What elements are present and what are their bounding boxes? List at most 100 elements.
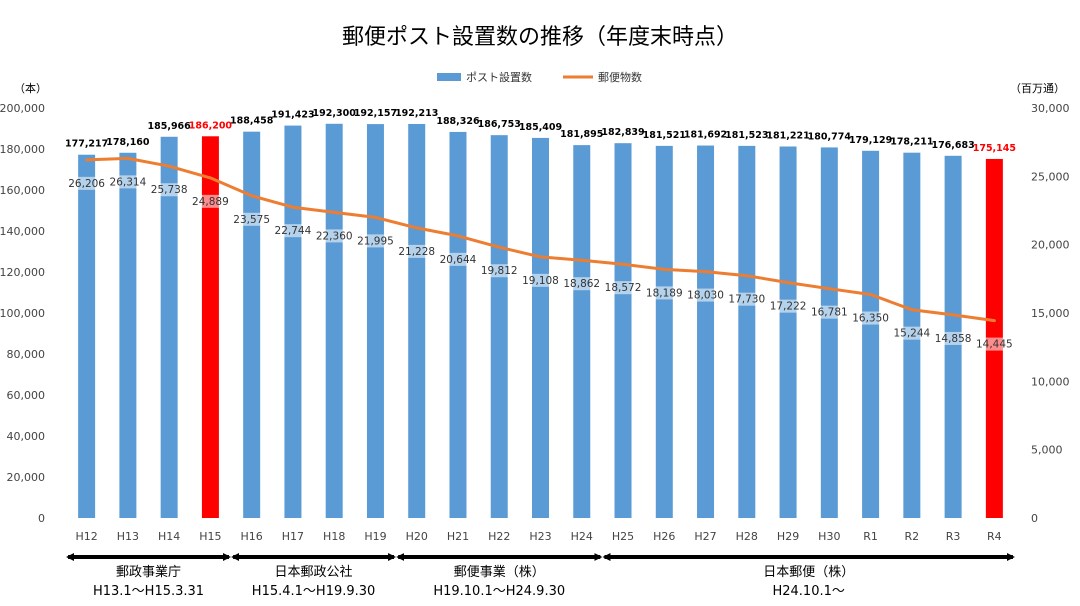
line-point <box>745 274 749 278</box>
bar <box>243 131 261 518</box>
bar-value-label: 188,326 <box>436 116 480 127</box>
x-axis-tick-label: R1 <box>863 530 878 543</box>
line-label-background <box>519 273 562 287</box>
bar <box>366 124 384 518</box>
x-axis-tick-label: H22 <box>488 530 510 543</box>
line-label-background <box>271 224 314 238</box>
bar-value-label: 178,211 <box>890 137 933 148</box>
left-axis-tick-label: 100,000 <box>0 307 45 320</box>
line-point <box>250 194 254 198</box>
bar-value-label: 181,895 <box>560 129 603 140</box>
legend-bar-swatch <box>437 73 461 81</box>
bar <box>325 123 343 518</box>
line-label-background <box>313 229 356 243</box>
line-value-label: 22,744 <box>275 225 312 237</box>
era-annotations: 郵政事業庁 H13.1～H15.3.31 日本郵政公社 H15.4.1～H19.9.3… <box>66 553 1015 599</box>
line-label-background <box>890 326 933 340</box>
line-label-background <box>148 183 191 197</box>
bar-value-label: 191,423 <box>271 110 314 121</box>
line-value-label: 21,995 <box>357 235 394 247</box>
era-name: 郵便事業（株） <box>454 564 545 580</box>
line-label-background <box>478 264 521 278</box>
line-point <box>126 156 130 160</box>
left-axis-tick-label: 80,000 <box>7 348 46 361</box>
line-point <box>456 234 460 238</box>
x-axis-tick-label: R4 <box>987 530 1002 543</box>
line-label-background <box>560 277 603 291</box>
right-axis-ticks: 0 5,000 10,000 15,000 20,000 25,000 30,000 <box>1031 102 1070 525</box>
line-label-background <box>436 252 479 266</box>
left-axis-ticks: 0 20,000 40,000 60,000 80,000 100,000 120,000 1… <box>0 102 45 525</box>
bar <box>573 145 591 519</box>
line-label-background <box>395 244 438 258</box>
x-axis-tick-label: H29 <box>777 530 799 543</box>
bar <box>201 136 219 519</box>
bar-value-label: 192,300 <box>313 108 357 119</box>
legend: ポスト設置数 郵便物数 <box>437 70 642 84</box>
bar-value-label: 181,523 <box>725 130 768 141</box>
left-axis-tick-label: 160,000 <box>0 184 45 197</box>
line-value-label: 16,350 <box>852 313 889 325</box>
line-point <box>373 215 377 219</box>
line-point <box>992 319 996 323</box>
line-label-background <box>189 194 232 208</box>
line-point <box>208 176 212 180</box>
line-value-label: 26,206 <box>68 178 105 190</box>
line-label-background <box>725 292 768 306</box>
line-value-label: 14,858 <box>935 333 972 345</box>
x-axis-tick-label: H26 <box>653 530 675 543</box>
era-name: 日本郵便（株） <box>763 565 854 580</box>
bar-value-label: 188,458 <box>230 116 274 127</box>
bar <box>820 147 838 518</box>
x-axis-tick-label: H19 <box>364 530 386 543</box>
line-point <box>415 226 419 230</box>
line-value-label: 20,644 <box>440 254 477 266</box>
x-axis-tick-label: H30 <box>818 530 840 543</box>
line-label-background <box>602 281 645 295</box>
left-axis-unit: （本） <box>14 81 47 95</box>
left-axis-tick-label: 120,000 <box>0 266 45 279</box>
bar <box>532 137 549 518</box>
x-axis-tick-label: H14 <box>158 530 180 543</box>
line-point <box>704 270 708 274</box>
line-label-background <box>973 337 1016 351</box>
bar <box>449 131 467 518</box>
bar-value-label: 186,753 <box>478 119 521 130</box>
line-label-background <box>354 234 397 248</box>
x-axis-tick-label: H20 <box>406 530 428 543</box>
x-axis-tick-label: H15 <box>199 530 221 543</box>
era-period: H19.10.1～H24.9.30 <box>433 584 565 599</box>
line-point <box>332 210 336 214</box>
line-label-background <box>767 299 810 313</box>
line-point <box>167 164 171 168</box>
right-axis-tick-label: 15,000 <box>1031 307 1070 320</box>
bar-value-label: 181,692 <box>684 130 727 141</box>
left-axis-tick-label: 40,000 <box>7 430 46 443</box>
bar <box>614 143 632 518</box>
right-axis-tick-label: 25,000 <box>1031 170 1070 183</box>
left-axis-tick-label: 140,000 <box>0 225 45 238</box>
bar <box>160 136 178 518</box>
line-value-label: 26,314 <box>110 176 147 188</box>
line-value-label: 18,189 <box>646 287 683 299</box>
bar <box>490 135 508 518</box>
line-series <box>85 156 996 323</box>
line-point <box>662 267 666 271</box>
x-axis-tick-label: H13 <box>117 530 139 543</box>
right-axis-tick-label: 5,000 <box>1031 444 1063 457</box>
era-period: H13.1～H15.3.31 <box>93 584 204 599</box>
x-axis-tick-label: H27 <box>694 530 716 543</box>
era-name: 郵政事業庁 <box>116 564 181 580</box>
bar <box>78 154 96 519</box>
chart-title: 郵便ポスト設置数の推移（年度末時点） <box>342 25 738 50</box>
line-label-background <box>230 212 273 226</box>
line-value-label: 22,360 <box>316 230 353 242</box>
bar <box>738 145 756 518</box>
x-axis-tick-label: H21 <box>447 530 469 543</box>
line-value-label: 15,244 <box>893 328 930 340</box>
x-axis-tick-label: H25 <box>612 530 634 543</box>
bar <box>779 146 797 518</box>
bar-value-label: 181,521 <box>643 130 686 141</box>
line-label-background <box>849 311 892 325</box>
